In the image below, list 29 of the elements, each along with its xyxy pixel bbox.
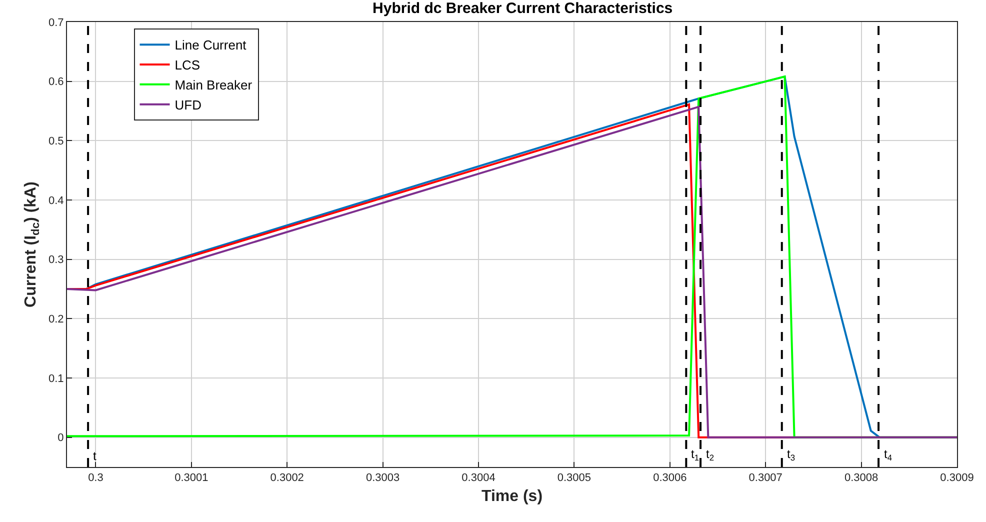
- ref-line-label: t$_{4}$: [884, 447, 892, 463]
- y-tick-label: 0.5: [48, 136, 64, 148]
- x-tick-label: 0.3008: [844, 472, 878, 484]
- x-tick-label: 0.3002: [270, 472, 304, 484]
- legend-label: LCS: [174, 58, 200, 73]
- x-axis-title: Time (s): [481, 488, 543, 505]
- x-tick-label: 0.3003: [366, 472, 400, 484]
- y-tick-label: 0.6: [48, 76, 64, 88]
- y-tick-label: 0.3: [48, 254, 64, 266]
- ref-line-label: t: [93, 449, 97, 463]
- ref-line-label: t$_{3}$: [787, 447, 796, 463]
- y-tick-label: 0.1: [48, 372, 64, 385]
- ref-line-label: t$_{2}$: [706, 447, 714, 463]
- x-tick-label: 0.3007: [748, 472, 782, 484]
- chart-title: Hybrid dc Breaker Current Characteristics: [372, 0, 673, 18]
- legend-label: Line Current: [174, 38, 247, 53]
- y-tick-label: 0: [58, 432, 64, 444]
- x-tick-label: 0.3001: [174, 472, 208, 484]
- x-tick-label: 0.3: [88, 472, 104, 484]
- y-tick-label: 0.2: [48, 314, 64, 326]
- legend-label: UFD: [174, 97, 202, 112]
- x-tick-label: 0.3009: [940, 472, 974, 484]
- legend-label: Main Breaker: [174, 77, 253, 92]
- y-tick-label: 0.7: [48, 16, 64, 29]
- x-tick-label: 0.3005: [557, 472, 592, 484]
- ref-line-label: t$_{1}$: [691, 447, 700, 463]
- x-tick-label: 0.3004: [462, 472, 496, 484]
- y-tick-label: 0.4: [48, 194, 64, 207]
- x-tick-label: 0.3006: [653, 472, 687, 484]
